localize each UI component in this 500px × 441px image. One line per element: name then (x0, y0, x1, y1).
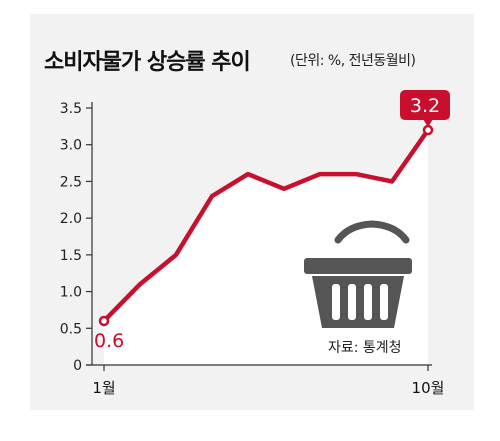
data-label-badge-pointer (423, 119, 433, 128)
area-fill (104, 130, 428, 365)
unit-note: (단위: %, 전년동월비) (290, 53, 416, 69)
chart-title: 소비자물가 상승률 추이 (44, 50, 251, 75)
source-label: 자료: 통계청 (328, 340, 402, 356)
data-label-layer: 0.6 3.2 (94, 90, 450, 352)
y-tick-label: 2.5 (60, 174, 82, 190)
shopping-basket-icon (304, 220, 412, 328)
x-tick-label: 1월 (92, 379, 115, 397)
data-label-badge (400, 90, 450, 121)
data-label-last: 3.2 (410, 95, 440, 117)
data-point (98, 315, 110, 327)
series-line-layer (98, 124, 434, 327)
area-fill-layer (104, 130, 428, 365)
data-label-first: 0.6 (94, 330, 124, 352)
y-tick-label: 0.5 (60, 321, 82, 337)
data-point (422, 124, 434, 136)
y-tick-label: 3.5 (60, 101, 82, 117)
y-tick-label: 2.0 (60, 211, 82, 227)
y-tick-label: 1.5 (60, 248, 82, 264)
y-tick-label: 0 (73, 358, 82, 374)
axis-layer: 0 0.5 1.0 1.5 2.0 2.5 3.0 3.5 1월 10월 (60, 101, 445, 397)
y-tick-label: 1.0 (60, 285, 82, 301)
y-tick-label: 3.0 (60, 138, 82, 154)
x-tick-label: 10월 (412, 379, 445, 397)
series-line (101, 127, 431, 324)
